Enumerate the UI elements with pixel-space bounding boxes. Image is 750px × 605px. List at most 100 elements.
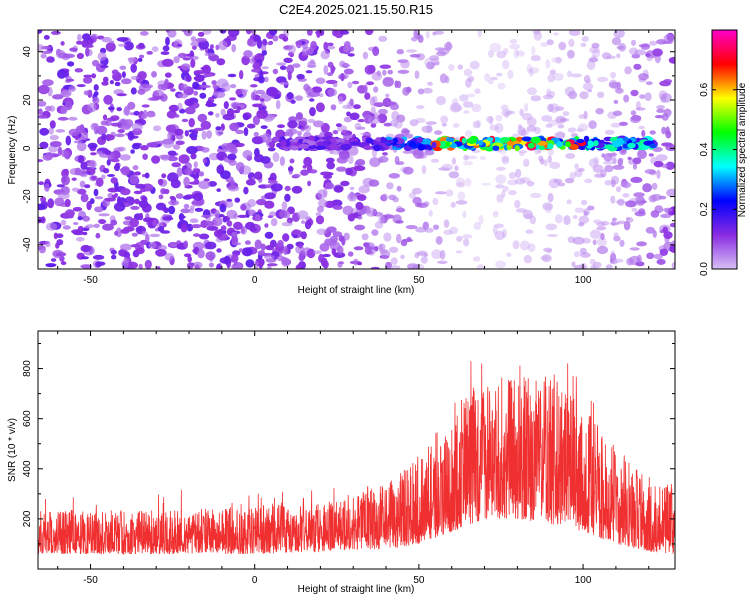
spectrogram-blob bbox=[73, 222, 79, 225]
spectrogram-blob bbox=[646, 252, 655, 260]
signal-band-blob bbox=[272, 136, 280, 143]
spectrogram-blob bbox=[633, 63, 642, 70]
spectrogram-blob bbox=[443, 219, 450, 229]
spectrogram-blob bbox=[627, 156, 632, 160]
colorbar-tick-label: 0.4 bbox=[699, 142, 710, 156]
spectrogram-blob bbox=[151, 155, 161, 164]
spectrogram-blob bbox=[499, 149, 507, 155]
spectrogram-blob bbox=[169, 196, 175, 200]
spectrogram-blob bbox=[272, 35, 279, 42]
spectrogram-blob bbox=[252, 62, 260, 70]
signal-band-blob bbox=[329, 143, 339, 151]
signal-band-blob bbox=[336, 138, 345, 143]
spectrogram-blob bbox=[489, 42, 502, 53]
spectrogram-blob bbox=[574, 264, 586, 269]
spectrogram-blob bbox=[93, 188, 99, 197]
spectrogram-blob bbox=[192, 45, 197, 50]
spectrogram-blob bbox=[110, 177, 118, 184]
spectrogram-blob bbox=[546, 39, 554, 46]
spectrogram-blob bbox=[74, 68, 84, 73]
spectrogram-blob bbox=[518, 150, 528, 154]
spectrogram-blob bbox=[624, 66, 632, 75]
spectrogram-blob bbox=[227, 153, 237, 161]
spectrogram-blob bbox=[611, 152, 617, 156]
spectrogram-blob bbox=[382, 69, 387, 76]
spectrogram-blob bbox=[378, 108, 388, 115]
spectrogram-blob bbox=[82, 33, 91, 41]
spectrogram-blob bbox=[349, 186, 355, 191]
spectrogram-blob bbox=[201, 147, 210, 153]
spectrogram-blob bbox=[173, 56, 180, 64]
spectrogram-blob bbox=[209, 44, 214, 49]
spectrogram-blob bbox=[417, 88, 425, 95]
spectrogram-blob bbox=[231, 254, 239, 263]
spectrogram-blob bbox=[264, 231, 274, 239]
signal-band-blob bbox=[276, 142, 282, 148]
spectrogram-blob bbox=[568, 38, 575, 48]
spectrogram-blob bbox=[488, 79, 494, 85]
spectrogram-blob bbox=[199, 84, 212, 89]
spectrogram-blob bbox=[546, 234, 559, 237]
spectrogram-blob bbox=[245, 179, 256, 186]
spectrogram-blob bbox=[473, 221, 482, 230]
spectrogram-blob bbox=[55, 242, 60, 249]
spectrogram-blob bbox=[507, 69, 514, 79]
spectrogram-blob bbox=[212, 216, 223, 227]
spectrogram-blob bbox=[406, 49, 417, 53]
spectrogram-blob bbox=[333, 185, 344, 193]
signal-band-blob bbox=[417, 144, 426, 151]
spectrogram-blob bbox=[215, 113, 220, 118]
spectrogram-blob bbox=[335, 123, 342, 127]
spectrogram-blob bbox=[247, 209, 256, 216]
spectrogram-blob bbox=[604, 165, 614, 173]
spectrogram-blob bbox=[162, 138, 174, 149]
spectrogram-blob bbox=[316, 30, 321, 38]
spectrogram-blob bbox=[581, 237, 592, 244]
spectrogram-blob bbox=[539, 158, 545, 165]
spectrogram-blob bbox=[169, 242, 177, 248]
spectrogram-blob bbox=[231, 231, 238, 238]
spectrogram-blob bbox=[101, 133, 107, 141]
spectrogram-blob bbox=[223, 101, 229, 110]
spectrogram-blob bbox=[556, 131, 566, 140]
spectrogram-blob bbox=[227, 73, 237, 78]
spectrogram-blob bbox=[290, 99, 296, 104]
y-tick-label: 0 bbox=[22, 145, 33, 151]
spectrogram-blob bbox=[117, 146, 126, 152]
spectrogram-blob bbox=[623, 94, 630, 103]
spectrogram-blob bbox=[634, 211, 646, 217]
spectrogram-blob bbox=[565, 153, 576, 159]
spectrogram-blob bbox=[52, 94, 64, 100]
spectrogram-blob bbox=[235, 262, 242, 269]
spectrogram-blob bbox=[137, 88, 146, 95]
spectrogram-blob bbox=[578, 215, 590, 224]
spectrogram-blob bbox=[247, 39, 257, 47]
spectrogram-blob bbox=[124, 216, 133, 221]
spectrogram-blob bbox=[588, 158, 599, 168]
spectrogram-blob bbox=[202, 30, 212, 35]
spectrogram-blob bbox=[105, 42, 116, 52]
spectrogram-blob bbox=[178, 154, 190, 164]
spectrogram-blob bbox=[38, 216, 45, 224]
spectrogram-blob bbox=[465, 130, 472, 138]
spectrogram-blob bbox=[593, 219, 602, 224]
spectrogram-blob bbox=[154, 96, 164, 100]
spectrogram-blob bbox=[546, 249, 552, 254]
spectrogram-blob bbox=[80, 193, 89, 203]
spectrogram-blob bbox=[53, 232, 58, 240]
spectrogram-blob bbox=[421, 165, 427, 175]
spectrogram-blob bbox=[653, 160, 664, 168]
spectrogram-blob bbox=[547, 155, 552, 164]
spectrogram-blob bbox=[193, 233, 201, 237]
spectrogram-blob bbox=[160, 51, 170, 55]
spectrogram-blob bbox=[131, 143, 141, 150]
spectrogram-blob bbox=[144, 259, 152, 269]
spectrogram-blob bbox=[348, 146, 359, 156]
spectrogram-blob bbox=[50, 258, 57, 262]
spectrogram-blob bbox=[578, 114, 585, 119]
spectrogram-blob bbox=[106, 159, 111, 166]
signal-band-blob bbox=[467, 137, 477, 144]
spectrogram-blob bbox=[95, 150, 104, 155]
spectrogram-blob bbox=[162, 216, 174, 221]
spectrogram-blob bbox=[45, 152, 54, 161]
